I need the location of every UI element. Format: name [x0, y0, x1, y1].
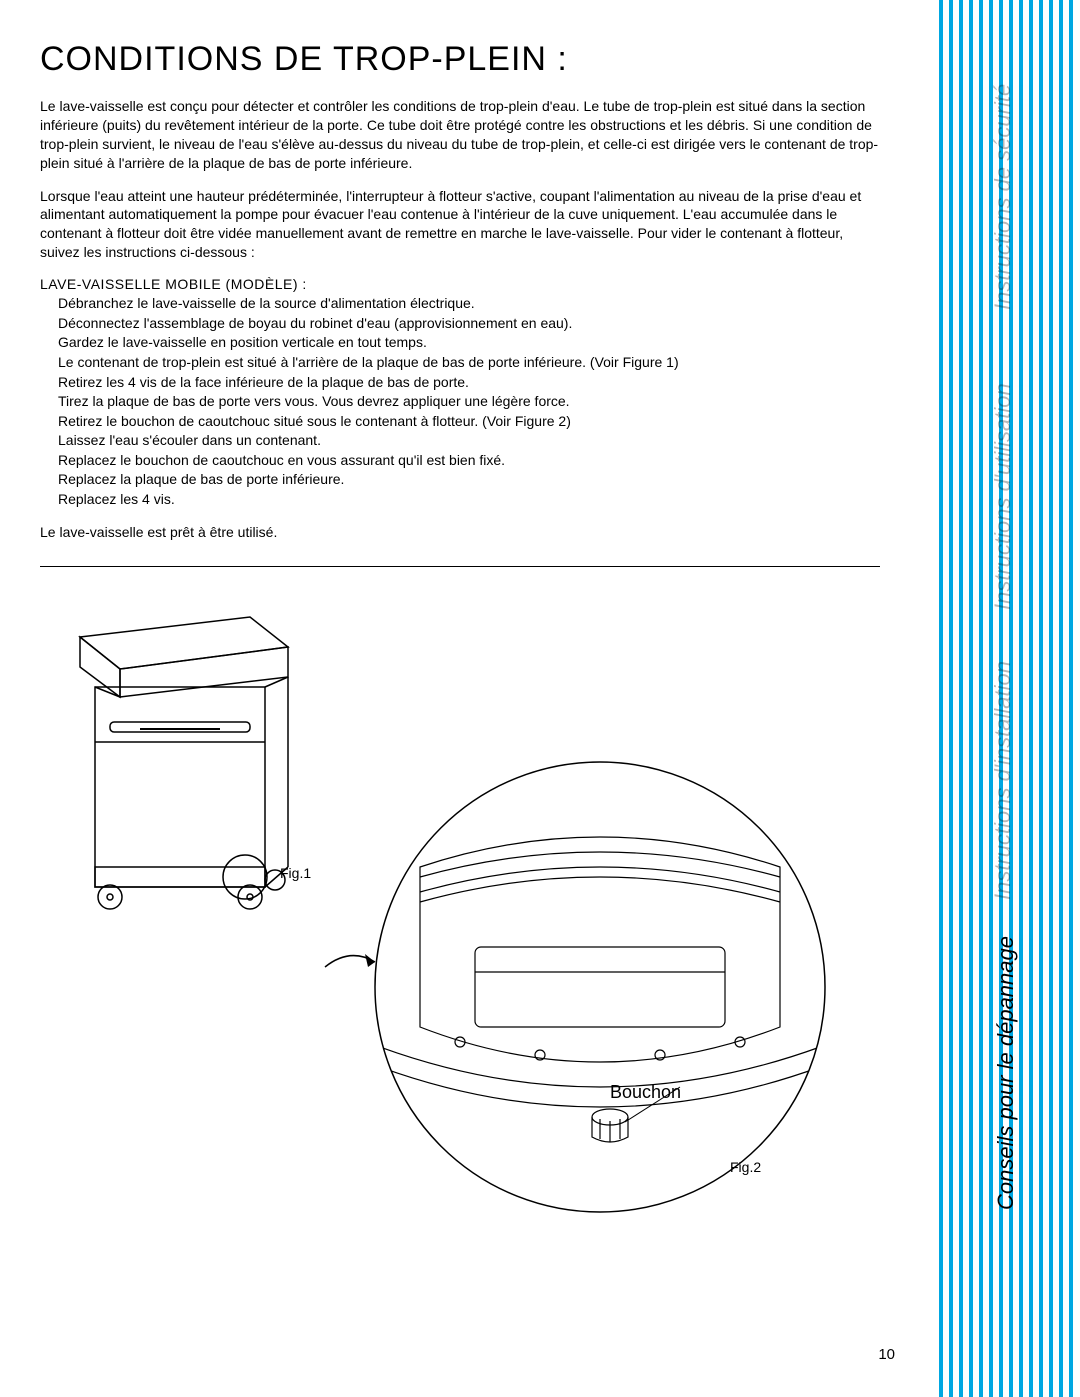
step-item: Laissez l'eau s'écouler dans un contenan…: [58, 431, 880, 451]
step-item: Gardez le lave-vaisselle en position ver…: [58, 333, 880, 353]
fig1-label: Fig.1: [280, 865, 311, 881]
step-item: Retirez les 4 vis de la face inférieure …: [58, 373, 880, 393]
step-item: Replacez les 4 vis.: [58, 490, 880, 510]
step-item: Déconnectez l'assemblage de boyau du rob…: [58, 314, 880, 334]
step-item: Retirez le bouchon de caoutchouc situé s…: [58, 412, 880, 432]
fig2-label: Fig.2: [730, 1159, 761, 1175]
paragraph-2: Lorsque l'eau atteint une hauteur prédét…: [40, 187, 880, 263]
step-item: Replacez le bouchon de caoutchouc en vou…: [58, 451, 880, 471]
side-tab-install: Instructions d'installation: [990, 661, 1016, 900]
step-item: Le contenant de trop-plein est situé à l…: [58, 353, 880, 373]
bouchon-label: Bouchon: [610, 1082, 681, 1103]
side-tab-usage: Instructions d'utilisation: [990, 383, 1016, 610]
fig2-diagram: [360, 747, 840, 1227]
final-line: Le lave-vaisselle est prêt à être utilis…: [40, 524, 880, 540]
paragraph-1: Le lave-vaisselle est conçu pour détecte…: [40, 97, 880, 173]
section-label: LAVE-VAISSELLE MOBILE (MODÈLE) :: [40, 276, 880, 292]
step-item: Replacez la plaque de bas de porte infér…: [58, 470, 880, 490]
side-tab-bar: Instructions de sécurité Instructions d'…: [935, 0, 1080, 1397]
page-content: CONDITIONS DE TROP-PLEIN : Le lave-vaiss…: [40, 40, 880, 1277]
page-number: 10: [878, 1346, 895, 1363]
step-item: Débranchez le lave-vaisselle de la sourc…: [58, 294, 880, 314]
side-tab-troubleshoot: Conseils pour le dépannage: [993, 936, 1019, 1210]
step-item: Tirez la plaque de bas de porte vers vou…: [58, 392, 880, 412]
page-title: CONDITIONS DE TROP-PLEIN :: [40, 40, 880, 79]
step-list: Débranchez le lave-vaisselle de la sourc…: [40, 294, 880, 510]
figures-area: Fig.1: [40, 597, 880, 1277]
divider: [40, 566, 880, 567]
side-tab-safety: Instructions de sécurité: [990, 84, 1016, 310]
fig1-diagram: [50, 597, 310, 937]
